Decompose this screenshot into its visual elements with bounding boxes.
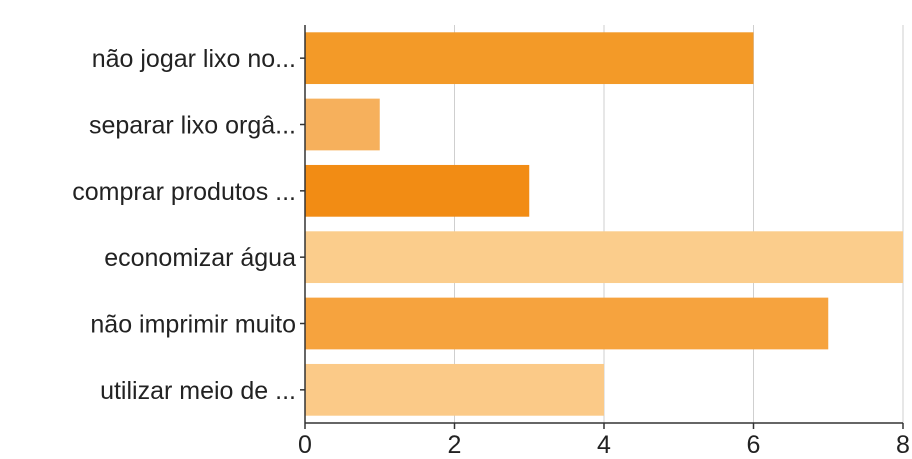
gridlines [454, 25, 904, 423]
bar-4 [305, 231, 903, 284]
x-tick-label-2: 2 [448, 431, 462, 459]
x-tick-label-4: 4 [597, 431, 611, 459]
category-label-2: separar lixo orgâ... [89, 112, 296, 140]
bar-1 [305, 32, 754, 85]
x-tick-label-8: 8 [896, 431, 910, 459]
category-label-1: não jogar lixo no... [92, 45, 296, 73]
x-tick-label-0: 0 [298, 431, 312, 459]
category-label-5: não imprimir muito [90, 311, 296, 339]
x-tick-labels: 0 2 4 6 8 [298, 431, 910, 459]
category-label-3: comprar produtos ... [72, 178, 296, 206]
bar-5 [305, 297, 829, 350]
bar-3 [305, 164, 530, 217]
category-labels: não jogar lixo no... separar lixo orgâ...… [72, 45, 296, 405]
category-label-4: economizar água [104, 244, 296, 272]
bar-6 [305, 363, 604, 416]
bar-2 [305, 98, 380, 151]
x-tick-label-6: 6 [747, 431, 761, 459]
category-label-6: utilizar meio de ... [100, 377, 296, 405]
axes [300, 25, 904, 429]
bars [305, 32, 903, 416]
